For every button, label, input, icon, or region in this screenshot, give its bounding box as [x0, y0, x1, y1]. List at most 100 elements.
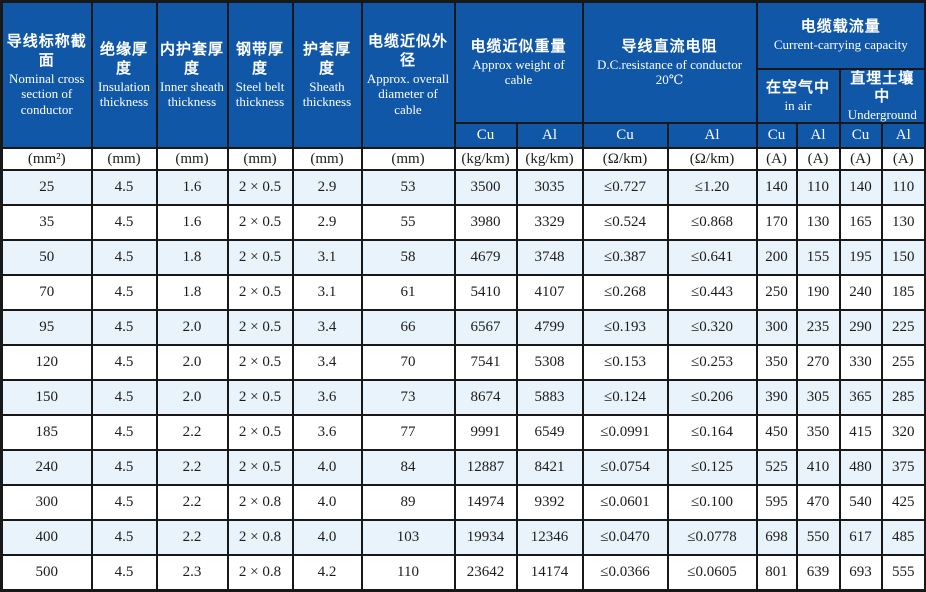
table-cell: 6549	[515, 414, 584, 452]
table-cell: 2.2	[155, 519, 229, 557]
header-group-dc-resistance-en: D.C.resistance of conductor	[596, 56, 743, 72]
table-cell: 5308	[515, 344, 584, 382]
table-cell: 3980	[453, 204, 518, 242]
table-row: 95 4.5 2.0 2 × 0.5 3.4 66 6567 4799 ≤0.193 ≤0.320…	[0, 309, 926, 347]
table-cell: 375	[880, 449, 926, 487]
table-cell: 4.0	[291, 484, 363, 522]
table-cell: 185	[0, 414, 93, 452]
table-cell: 14174	[515, 554, 584, 592]
header-material-cu-air: Cu	[755, 122, 798, 150]
header-subgroup-row: 在空气中 in air 直埋土壤中 Underground	[2, 67, 926, 125]
header-material-row: Cu Al Cu Al Cu Al Cu Al	[2, 122, 926, 150]
unit-a-cu-air: (A)	[755, 147, 798, 172]
header-material-cu-resistance: Cu	[581, 122, 669, 150]
header-material-cu-underground: Cu	[838, 122, 883, 150]
table-cell: 89	[360, 484, 456, 522]
table-cell: 9392	[515, 484, 584, 522]
header-inner-sheath-thickness: 内护套厚度 Inner sheath thickness	[155, 0, 229, 150]
table-cell: ≤0.0470	[581, 519, 669, 557]
table-cell: 2 × 0.5	[226, 379, 294, 417]
table-cell: 4107	[515, 274, 584, 312]
header-group-weight: 电缆近似重量 Approx weight of cable	[453, 0, 584, 125]
table-cell: 195	[838, 239, 883, 277]
table-cell: 4.5	[90, 449, 158, 487]
table-cell: 3.4	[291, 309, 363, 347]
table-cell: 110	[880, 169, 926, 207]
table-cell: 320	[880, 414, 926, 452]
table-cell: 3.1	[291, 239, 363, 277]
table-cell: 70	[360, 344, 456, 382]
table-row: 120 4.5 2.0 2 × 0.5 3.4 70 7541 5308 ≤0.153 ≤0.25…	[0, 344, 926, 382]
table-cell: 500	[0, 554, 93, 592]
table-cell: 19934	[453, 519, 518, 557]
table-cell: ≤0.0366	[581, 554, 669, 592]
table-body: 25 4.5 1.6 2 × 0.5 2.9 53 3500 3035 ≤0.727 ≤1.20 1…	[0, 169, 926, 592]
table-row: 70 4.5 1.8 2 × 0.5 3.1 61 5410 4107 ≤0.268 ≤0.443…	[0, 274, 926, 312]
table-cell: 270	[795, 344, 841, 382]
table-cell: 190	[795, 274, 841, 312]
header-subgroup-underground-zh: 直埋土壤中	[850, 70, 915, 106]
table-cell: 485	[880, 519, 926, 557]
header-sheath-thickness-zh: 护套厚度	[302, 42, 351, 77]
header-overall-diameter: 电缆近似外径 Approx. overall diameter of cable	[360, 0, 456, 150]
table-cell: 77	[360, 414, 456, 452]
header-group-current-capacity-zh: 电缆载流量	[800, 19, 881, 36]
table-cell: 305	[795, 379, 841, 417]
header-subgroup-in-air-zh: 在空气中	[766, 79, 831, 96]
table-cell: 300	[0, 484, 93, 522]
header-inner-sheath-thickness-zh: 内护套厚度	[159, 42, 224, 77]
table-cell: 3.4	[291, 344, 363, 382]
unit-mm-inner-sheath: (mm)	[155, 147, 229, 172]
table-cell: 639	[795, 554, 841, 592]
header-group-current-capacity-en: Current-carrying capacity	[773, 36, 908, 52]
table-cell: 61	[360, 274, 456, 312]
table-cell: 9991	[453, 414, 518, 452]
header-nominal-section: 导线标称截面 Nominal cross section of conducto…	[0, 0, 93, 150]
table-cell: 25	[0, 169, 93, 207]
table-cell: 1.6	[155, 169, 229, 207]
table-cell: 3035	[515, 169, 584, 207]
table-cell: 5410	[453, 274, 518, 312]
table-cell: 2 × 0.5	[226, 344, 294, 382]
table-row: 185 4.5 2.2 2 × 0.5 3.6 77 9991 6549 ≤0.0991 ≤0.1…	[0, 414, 926, 452]
table-cell: 425	[880, 484, 926, 522]
table-cell: 50	[0, 239, 93, 277]
table-cell: 4.5	[90, 309, 158, 347]
header-steel-belt-thickness: 钢带厚度 Steel belt thickness	[226, 0, 294, 150]
table-cell: 120	[0, 344, 93, 382]
table-cell: 4.5	[90, 274, 158, 312]
header-group-weight-en: Approx weight of cable	[472, 56, 565, 88]
table-cell: 550	[795, 519, 841, 557]
header-group-dc-resistance-temp: 20℃	[655, 72, 684, 88]
header-group-dc-resistance: 导线直流电阻 D.C.resistance of conductor 20℃	[581, 0, 758, 125]
table-cell: 150	[880, 239, 926, 277]
table-cell: 4.5	[90, 344, 158, 382]
table-cell: 73	[360, 379, 456, 417]
table-cell: ≤0.524	[581, 204, 669, 242]
table-cell: 12346	[515, 519, 584, 557]
table-cell: 200	[755, 239, 798, 277]
table-cell: 1.8	[155, 239, 229, 277]
table-cell: ≤0.268	[581, 274, 669, 312]
table-cell: ≤0.443	[666, 274, 758, 312]
table-cell: ≤0.0601	[581, 484, 669, 522]
table-cell: 4.5	[90, 554, 158, 592]
table-cell: 2 × 0.5	[226, 309, 294, 347]
table-cell: 3748	[515, 239, 584, 277]
unit-mm-diameter: (mm)	[360, 147, 456, 172]
table-cell: 2.9	[291, 204, 363, 242]
table-cell: ≤0.868	[666, 204, 758, 242]
table-cell: ≤0.320	[666, 309, 758, 347]
table-cell: 470	[795, 484, 841, 522]
table-cell: 110	[795, 169, 841, 207]
table-cell: 140	[838, 169, 883, 207]
table-cell: 595	[755, 484, 798, 522]
header-subgroup-underground: 直埋土壤中 Underground	[838, 67, 926, 125]
table-row: 150 4.5 2.0 2 × 0.5 3.6 73 8674 5883 ≤0.124 ≤0.20…	[0, 379, 926, 417]
table-cell: ≤0.253	[666, 344, 758, 382]
table-cell: 4.5	[90, 204, 158, 242]
table-cell: 693	[838, 554, 883, 592]
table-cell: 66	[360, 309, 456, 347]
unit-ohmkm-cu: (Ω/km)	[581, 147, 669, 172]
